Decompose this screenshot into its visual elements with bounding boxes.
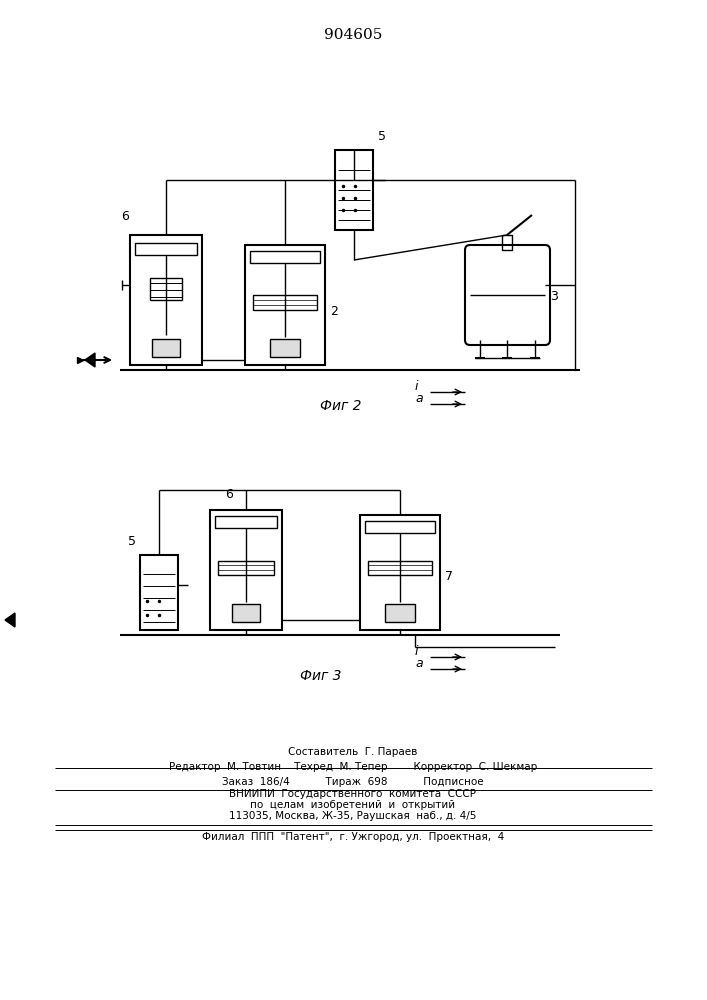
Text: 6: 6 bbox=[121, 210, 129, 223]
Text: по  целам  изобретений  и  открытий: по целам изобретений и открытий bbox=[250, 800, 455, 810]
Polygon shape bbox=[5, 613, 15, 627]
Bar bbox=[140, 555, 178, 630]
Polygon shape bbox=[85, 353, 95, 367]
Text: Филиал  ППП  "Патент",  г. Ужгород, ул.  Проектная,  4: Филиал ППП "Патент", г. Ужгород, ул. Про… bbox=[202, 832, 504, 842]
Text: Фиг 3: Фиг 3 bbox=[300, 669, 341, 683]
Text: 3: 3 bbox=[550, 290, 558, 303]
Text: 5: 5 bbox=[378, 130, 386, 143]
Bar bbox=[218, 561, 274, 575]
Bar bbox=[253, 295, 317, 310]
Text: Фиг 2: Фиг 2 bbox=[320, 399, 361, 413]
Bar bbox=[152, 339, 180, 357]
Text: i: i bbox=[415, 645, 419, 658]
Text: Заказ  186/4           Тираж  698           Подписное: Заказ 186/4 Тираж 698 Подписное bbox=[222, 777, 484, 787]
Bar bbox=[210, 510, 282, 630]
Bar bbox=[502, 235, 512, 250]
Text: Составитель  Г. Параев: Составитель Г. Параев bbox=[288, 747, 418, 757]
Bar bbox=[130, 235, 202, 365]
Bar bbox=[215, 516, 277, 528]
Bar bbox=[150, 278, 182, 300]
Bar bbox=[365, 521, 435, 533]
Text: i: i bbox=[415, 380, 419, 393]
Bar bbox=[368, 561, 432, 575]
Text: 5: 5 bbox=[128, 535, 136, 548]
Bar bbox=[245, 245, 325, 365]
Bar bbox=[385, 604, 415, 622]
Text: 113035, Москва, Ж-35, Раушская  наб., д. 4/5: 113035, Москва, Ж-35, Раушская наб., д. … bbox=[229, 811, 477, 821]
Bar bbox=[335, 150, 373, 230]
Text: 7: 7 bbox=[445, 570, 453, 583]
Text: 904605: 904605 bbox=[324, 28, 382, 42]
Bar bbox=[360, 515, 440, 630]
Bar bbox=[135, 243, 197, 255]
Bar bbox=[232, 604, 260, 622]
Bar bbox=[270, 339, 300, 357]
Text: a: a bbox=[415, 392, 423, 405]
Text: 2: 2 bbox=[330, 305, 338, 318]
Text: ВНИИПИ  Государственного  комитета  СССР: ВНИИПИ Государственного комитета СССР bbox=[230, 789, 477, 799]
Text: Редактор  М. Товтин    Техред  М. Тепер        Корректор  С. Шекмар: Редактор М. Товтин Техред М. Тепер Корре… bbox=[169, 762, 537, 772]
Text: 6: 6 bbox=[225, 488, 233, 501]
Bar bbox=[250, 251, 320, 263]
Text: a: a bbox=[415, 657, 423, 670]
